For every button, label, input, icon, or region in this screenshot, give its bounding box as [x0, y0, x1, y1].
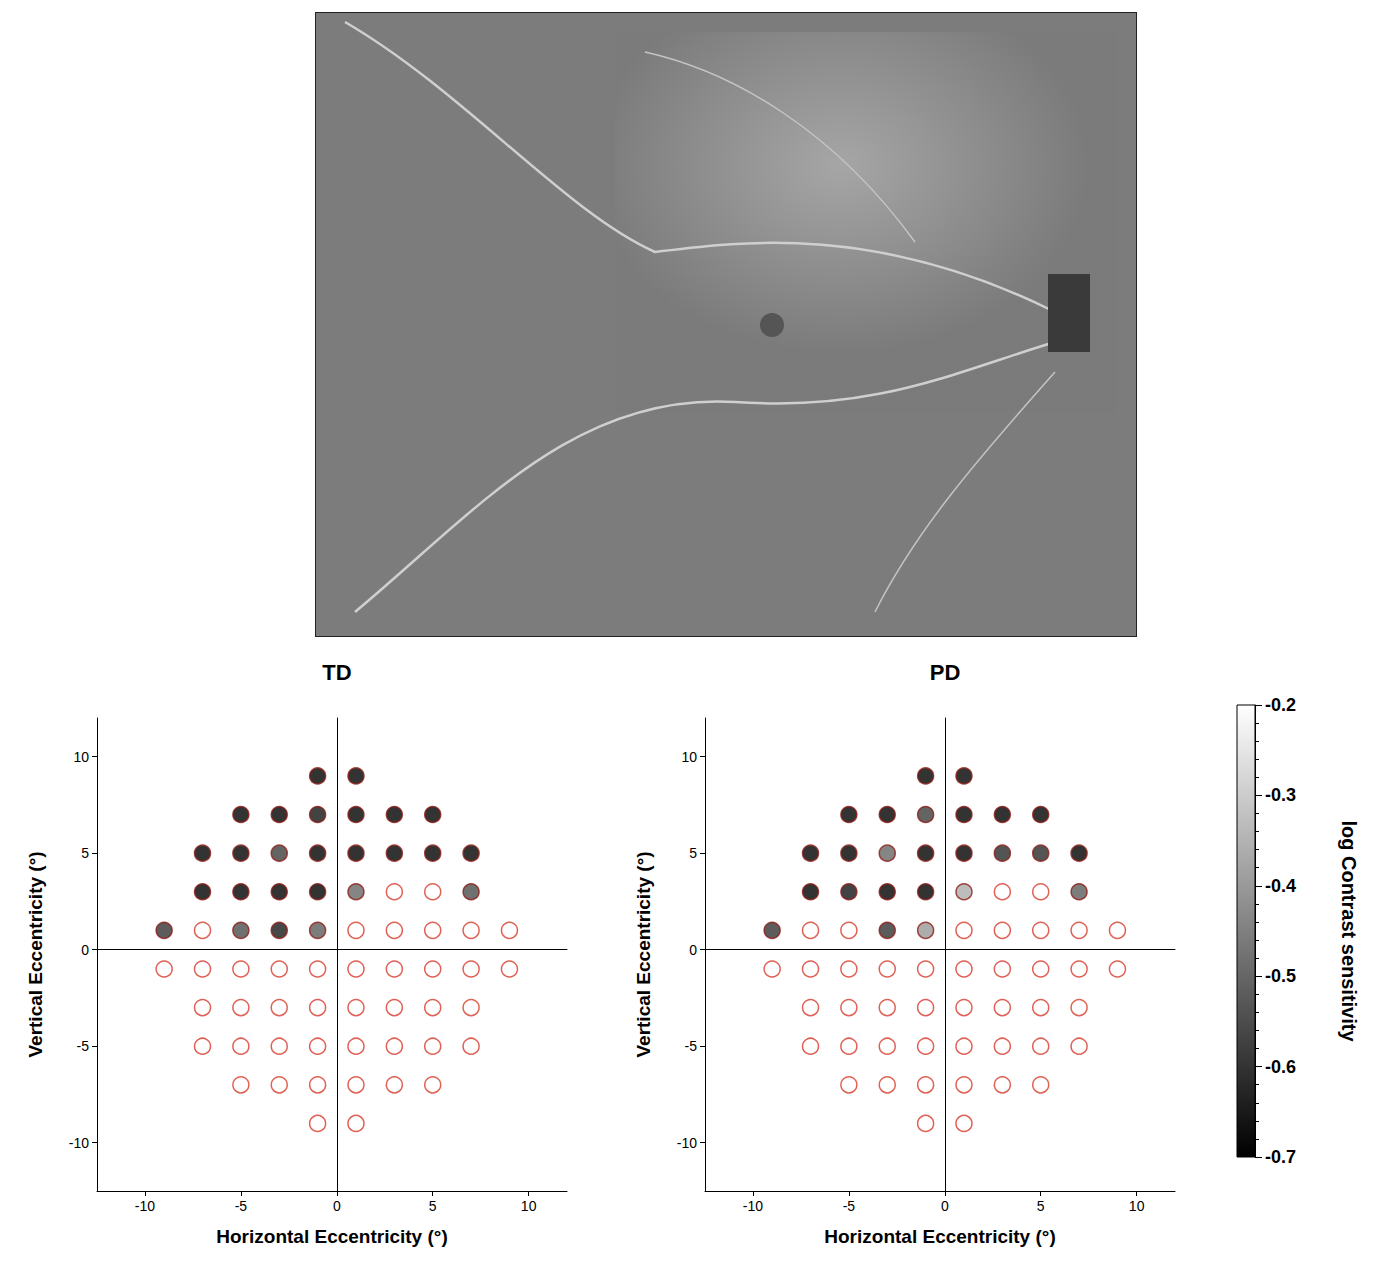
svg-text:5: 5 — [81, 845, 89, 861]
svg-text:10: 10 — [681, 749, 697, 765]
svg-text:10: 10 — [521, 1198, 537, 1214]
svg-text:-10: -10 — [135, 1198, 155, 1214]
svg-text:5: 5 — [1037, 1198, 1045, 1214]
svg-text:0: 0 — [689, 942, 697, 958]
svg-text:-0.5: -0.5 — [1265, 966, 1296, 986]
svg-text:0: 0 — [81, 942, 89, 958]
svg-text:-0.7: -0.7 — [1265, 1147, 1296, 1167]
svg-text:5: 5 — [429, 1198, 437, 1214]
svg-text:-5: -5 — [843, 1198, 856, 1214]
svg-text:5: 5 — [689, 845, 697, 861]
svg-text:Horizontal Eccentricity (°): Horizontal Eccentricity (°) — [824, 1226, 1055, 1247]
svg-text:10: 10 — [73, 749, 89, 765]
svg-text:-10: -10 — [677, 1135, 697, 1151]
svg-text:-0.6: -0.6 — [1265, 1057, 1296, 1077]
svg-text:-10: -10 — [743, 1198, 763, 1214]
svg-text:0: 0 — [941, 1198, 949, 1214]
svg-text:-5: -5 — [77, 1038, 90, 1054]
svg-text:10: 10 — [1129, 1198, 1145, 1214]
svg-text:-5: -5 — [235, 1198, 248, 1214]
svg-text:0: 0 — [333, 1198, 341, 1214]
svg-text:-0.4: -0.4 — [1265, 876, 1296, 896]
svg-text:log Contrast sensitivity: log Contrast sensitivity — [1338, 820, 1360, 1042]
svg-text:-0.3: -0.3 — [1265, 785, 1296, 805]
svg-text:Vertical Eccentricity (°): Vertical Eccentricity (°) — [633, 851, 654, 1057]
svg-text:-5: -5 — [685, 1038, 698, 1054]
svg-text:Horizontal Eccentricity (°): Horizontal Eccentricity (°) — [216, 1226, 447, 1247]
svg-text:Vertical Eccentricity (°): Vertical Eccentricity (°) — [25, 851, 46, 1057]
svg-text:PD: PD — [930, 660, 961, 685]
svg-text:-10: -10 — [69, 1135, 89, 1151]
svg-text:-0.2: -0.2 — [1265, 695, 1296, 715]
svg-text:TD: TD — [322, 660, 351, 685]
